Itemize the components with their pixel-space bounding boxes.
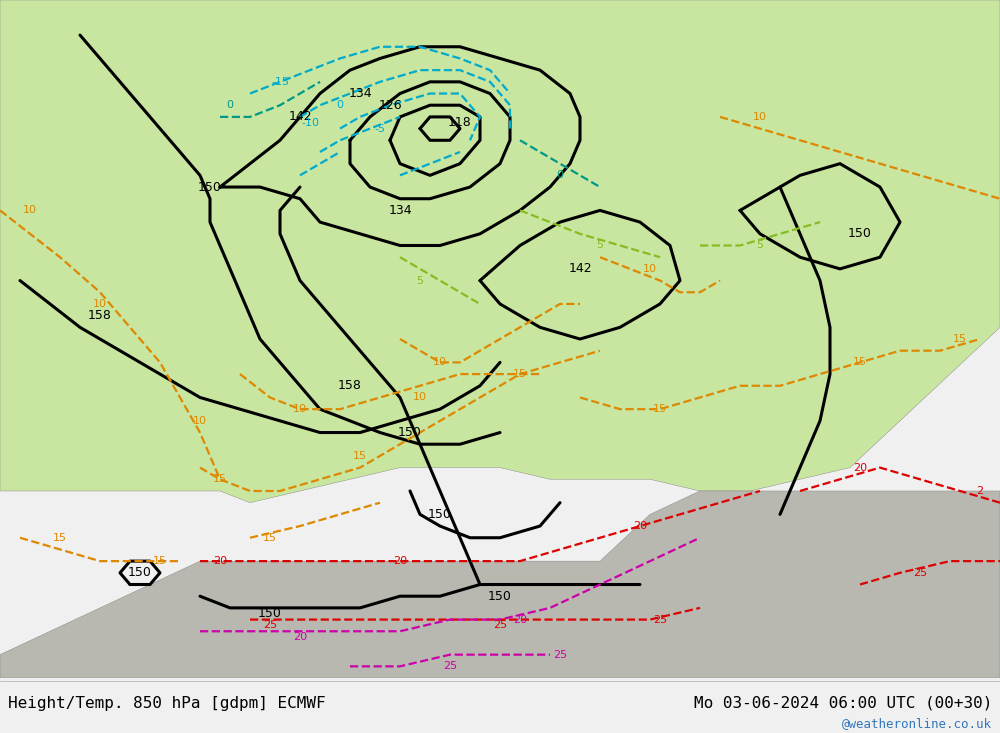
Polygon shape bbox=[0, 0, 1000, 503]
Text: 15: 15 bbox=[353, 451, 367, 461]
Text: 5: 5 bbox=[757, 240, 764, 251]
Text: 25: 25 bbox=[913, 568, 927, 578]
Text: 142: 142 bbox=[288, 111, 312, 123]
Text: 15: 15 bbox=[263, 533, 277, 542]
Text: 15: 15 bbox=[53, 533, 67, 542]
Text: Mo 03-06-2024 06:00 UTC (00+30): Mo 03-06-2024 06:00 UTC (00+30) bbox=[694, 696, 992, 710]
Text: 10: 10 bbox=[23, 205, 37, 216]
Text: 134: 134 bbox=[348, 87, 372, 100]
Text: 118: 118 bbox=[448, 117, 472, 129]
Text: 10: 10 bbox=[93, 299, 107, 309]
Text: 10: 10 bbox=[293, 404, 307, 414]
Text: 5: 5 bbox=[416, 276, 424, 286]
Text: @weatheronline.co.uk: @weatheronline.co.uk bbox=[842, 718, 992, 731]
Text: 134: 134 bbox=[388, 204, 412, 217]
Text: 25: 25 bbox=[493, 620, 507, 630]
Text: 20: 20 bbox=[393, 556, 407, 566]
Text: 158: 158 bbox=[88, 309, 112, 322]
Text: 150: 150 bbox=[128, 567, 152, 579]
Text: 15: 15 bbox=[513, 369, 527, 379]
Text: 15: 15 bbox=[953, 334, 967, 344]
Text: 15: 15 bbox=[153, 556, 167, 566]
Text: 150: 150 bbox=[258, 607, 282, 620]
Text: 158: 158 bbox=[338, 379, 362, 392]
Text: 150: 150 bbox=[198, 180, 222, 194]
Text: 0: 0 bbox=[336, 100, 344, 110]
Text: 20: 20 bbox=[293, 632, 307, 642]
Text: 20: 20 bbox=[853, 463, 867, 473]
Text: 10: 10 bbox=[413, 392, 427, 402]
Text: 25: 25 bbox=[263, 620, 277, 630]
Text: Height/Temp. 850 hPa [gdpm] ECMWF: Height/Temp. 850 hPa [gdpm] ECMWF bbox=[8, 696, 326, 710]
Text: 25: 25 bbox=[443, 661, 457, 671]
Text: 15: 15 bbox=[653, 404, 667, 414]
Text: 126: 126 bbox=[378, 99, 402, 111]
Text: 10: 10 bbox=[643, 264, 657, 274]
Polygon shape bbox=[0, 491, 1000, 678]
Text: -5: -5 bbox=[374, 124, 386, 133]
Text: 20: 20 bbox=[633, 521, 647, 531]
Text: 25: 25 bbox=[553, 649, 567, 660]
Text: 20: 20 bbox=[513, 614, 527, 625]
Text: 2: 2 bbox=[976, 486, 984, 496]
Text: 0: 0 bbox=[556, 170, 564, 180]
Text: 150: 150 bbox=[428, 508, 452, 521]
Text: 5: 5 bbox=[596, 240, 604, 251]
Text: 25: 25 bbox=[653, 614, 667, 625]
Text: 10: 10 bbox=[193, 416, 207, 426]
Text: 10: 10 bbox=[433, 358, 447, 367]
Text: 150: 150 bbox=[848, 227, 872, 240]
Text: 150: 150 bbox=[398, 426, 422, 439]
Text: 15: 15 bbox=[213, 474, 227, 485]
Text: -10: -10 bbox=[301, 118, 319, 128]
Text: 10: 10 bbox=[753, 112, 767, 122]
Text: 15: 15 bbox=[853, 358, 867, 367]
Text: 142: 142 bbox=[568, 262, 592, 276]
Text: -15: -15 bbox=[271, 77, 289, 86]
Text: 20: 20 bbox=[213, 556, 227, 566]
Text: 0: 0 bbox=[226, 100, 234, 110]
Text: 150: 150 bbox=[488, 589, 512, 603]
